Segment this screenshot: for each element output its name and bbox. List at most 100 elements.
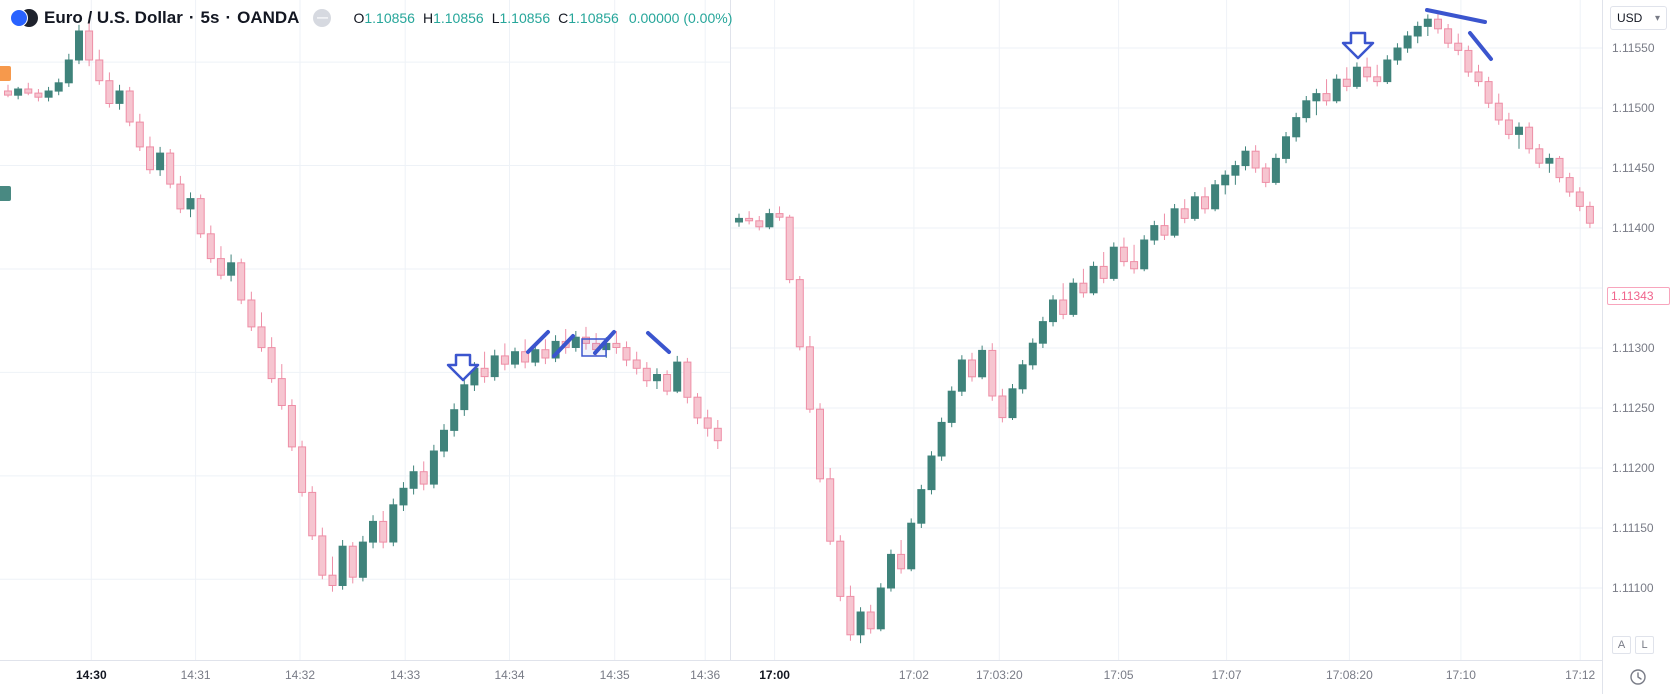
symbol-logo: [10, 8, 40, 28]
chart-legend: Euro / U.S. Dollar · 5s · OANDA — O 1.10856 H…: [10, 8, 732, 28]
trend-stroke-annotation[interactable]: [1425, 8, 1487, 24]
grid: [0, 0, 730, 660]
candles-series[interactable]: [735, 13, 1594, 644]
time-tick-label: 17:05: [1103, 668, 1134, 682]
trend-stroke-annotation[interactable]: [593, 330, 616, 355]
candle-body: [1494, 102, 1503, 121]
candle-body: [947, 390, 956, 423]
timezone-clock-icon[interactable]: [1629, 668, 1647, 686]
candle-body: [917, 489, 926, 524]
price-chart-canvas-right[interactable]: [731, 0, 1602, 660]
candle-body: [95, 59, 104, 82]
candle-body: [622, 347, 631, 361]
candle-body: [988, 349, 997, 397]
candle-body: [1089, 265, 1098, 294]
time-tick-label: 17:02: [898, 668, 929, 682]
candle-body: [1150, 225, 1159, 241]
candle-body: [1038, 321, 1047, 344]
time-tick-label: 14:32: [284, 668, 316, 682]
left-edge-ma-tag: [0, 66, 11, 81]
candle-body: [1535, 148, 1544, 164]
candle-body: [54, 82, 63, 92]
symbol-title[interactable]: Euro / U.S. Dollar · 5s · OANDA: [44, 8, 299, 28]
down-arrow-annotation[interactable]: [446, 353, 480, 382]
candle-body: [389, 504, 398, 543]
left-chart-pane[interactable]: Euro / U.S. Dollar · 5s · OANDA — O 1.10856 H…: [0, 0, 732, 660]
candle-body: [1565, 177, 1574, 193]
candle-body: [632, 359, 641, 369]
scale-buttons: A L: [1612, 636, 1654, 654]
down-arrow-annotation[interactable]: [1341, 31, 1375, 60]
candle-body: [1484, 81, 1493, 104]
trend-stroke-annotation[interactable]: [526, 330, 550, 354]
time-axis[interactable]: 14:30 14:31 14:32 14:33 14:34 14:35 14:36 17:0…: [0, 660, 1602, 694]
trend-stroke-annotation[interactable]: [1468, 31, 1493, 61]
candle-body: [876, 587, 885, 630]
candle-body: [298, 446, 307, 493]
candle-body: [1231, 165, 1240, 176]
candle-body: [1393, 47, 1402, 61]
candle-body: [480, 367, 489, 378]
candle-body: [267, 347, 276, 380]
candle-body: [135, 121, 144, 148]
candle-body: [693, 396, 702, 419]
candle-body: [978, 349, 987, 378]
candle-body: [348, 545, 357, 578]
time-tick-label: 14:33: [390, 668, 421, 682]
price-axis[interactable]: USD ▾ 1.11550 1.11500 1.11450 1.11400 1.1130…: [1602, 0, 1674, 694]
candle-body: [1190, 196, 1199, 219]
candle-body: [1464, 49, 1473, 73]
price-tick-label: 1.11250: [1612, 401, 1655, 415]
price-chart-canvas-left[interactable]: [0, 0, 730, 660]
currency-selector[interactable]: USD ▾: [1610, 6, 1667, 30]
candle-body: [429, 450, 438, 485]
log-scale-button[interactable]: L: [1635, 636, 1654, 654]
candle-body: [1251, 150, 1260, 169]
candle-body: [1292, 117, 1301, 138]
chart-divider[interactable]: [730, 0, 731, 694]
box-annotation[interactable]: [581, 338, 607, 357]
candle-body: [1322, 93, 1331, 102]
candle-body: [460, 384, 469, 411]
price-tick-label: 1.11200: [1612, 461, 1655, 475]
candle-body: [1008, 388, 1017, 419]
candle-body: [907, 522, 916, 570]
legend-marker-icon[interactable]: —: [313, 9, 332, 27]
currency-label: USD: [1617, 11, 1643, 25]
candle-body: [1069, 282, 1078, 315]
candle-body: [440, 429, 448, 452]
candle-body: [85, 30, 94, 61]
time-tick-label: 17:12: [1565, 668, 1596, 682]
candle-body: [1575, 191, 1584, 207]
interval-label[interactable]: 5s: [200, 8, 220, 27]
candle-body: [1525, 126, 1534, 150]
candle-body: [1312, 93, 1321, 102]
title-separator: ·: [225, 8, 232, 27]
candles-series[interactable]: [4, 22, 722, 592]
candle-body: [663, 374, 672, 392]
auto-scale-button[interactable]: A: [1612, 636, 1631, 654]
candle-body: [541, 349, 550, 359]
candle-body: [887, 553, 895, 589]
trend-stroke-annotation[interactable]: [552, 334, 575, 358]
candle-body: [531, 349, 540, 363]
low-value: 1.10856: [499, 10, 551, 26]
candle-body: [816, 408, 824, 480]
eur-circle-icon: [10, 9, 28, 27]
left-edge-price-tag: [0, 186, 11, 201]
chevron-down-icon: ▾: [1654, 12, 1660, 24]
close-label: C: [558, 10, 569, 26]
candle-body: [998, 395, 1007, 419]
candle-body: [379, 520, 388, 543]
right-chart-pane[interactable]: [731, 0, 1602, 660]
candle-body: [1130, 261, 1139, 270]
candle-body: [968, 359, 976, 378]
price-tick-label: 1.11100: [1612, 581, 1654, 595]
candle-body: [1302, 100, 1311, 119]
candle-body: [1140, 239, 1149, 270]
last-price-label: 1.11343: [1607, 287, 1670, 306]
drawing-annotations: [1341, 8, 1493, 61]
time-tick-label: 14:34: [494, 668, 525, 682]
price-tick-label: 1.11550: [1612, 41, 1655, 55]
trend-stroke-annotation[interactable]: [646, 331, 671, 354]
